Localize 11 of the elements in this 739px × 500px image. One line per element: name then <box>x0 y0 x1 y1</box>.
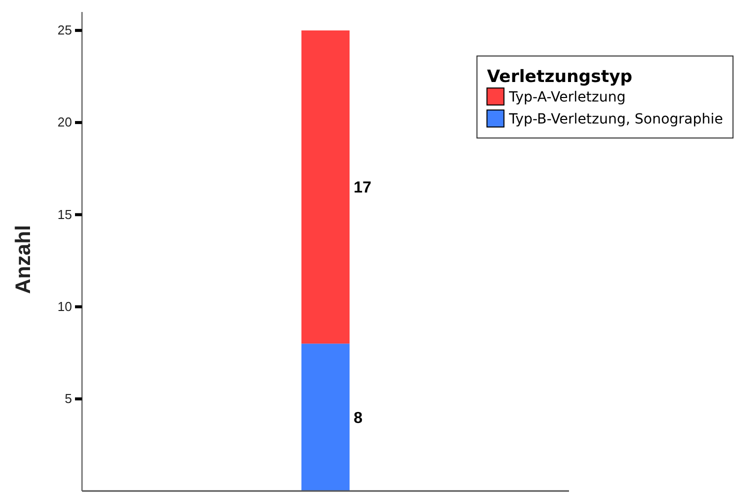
y-tick-label: 20 <box>58 114 72 130</box>
legend-title: Verletzungstyp <box>486 67 632 87</box>
y-tick-label: 10 <box>58 298 72 314</box>
y-tick-label: 25 <box>58 22 72 38</box>
y-tick-label: 5 <box>64 391 72 406</box>
data-label: 17 <box>354 180 372 197</box>
legend-label: Typ-B-Verletzung, Sonographie <box>508 111 723 128</box>
data-label: 8 <box>354 410 363 427</box>
y-axis-title: Anzahl <box>12 225 35 294</box>
y-tick-label: 15 <box>58 206 72 222</box>
legend-label: Typ-A-Verletzung <box>508 89 626 106</box>
